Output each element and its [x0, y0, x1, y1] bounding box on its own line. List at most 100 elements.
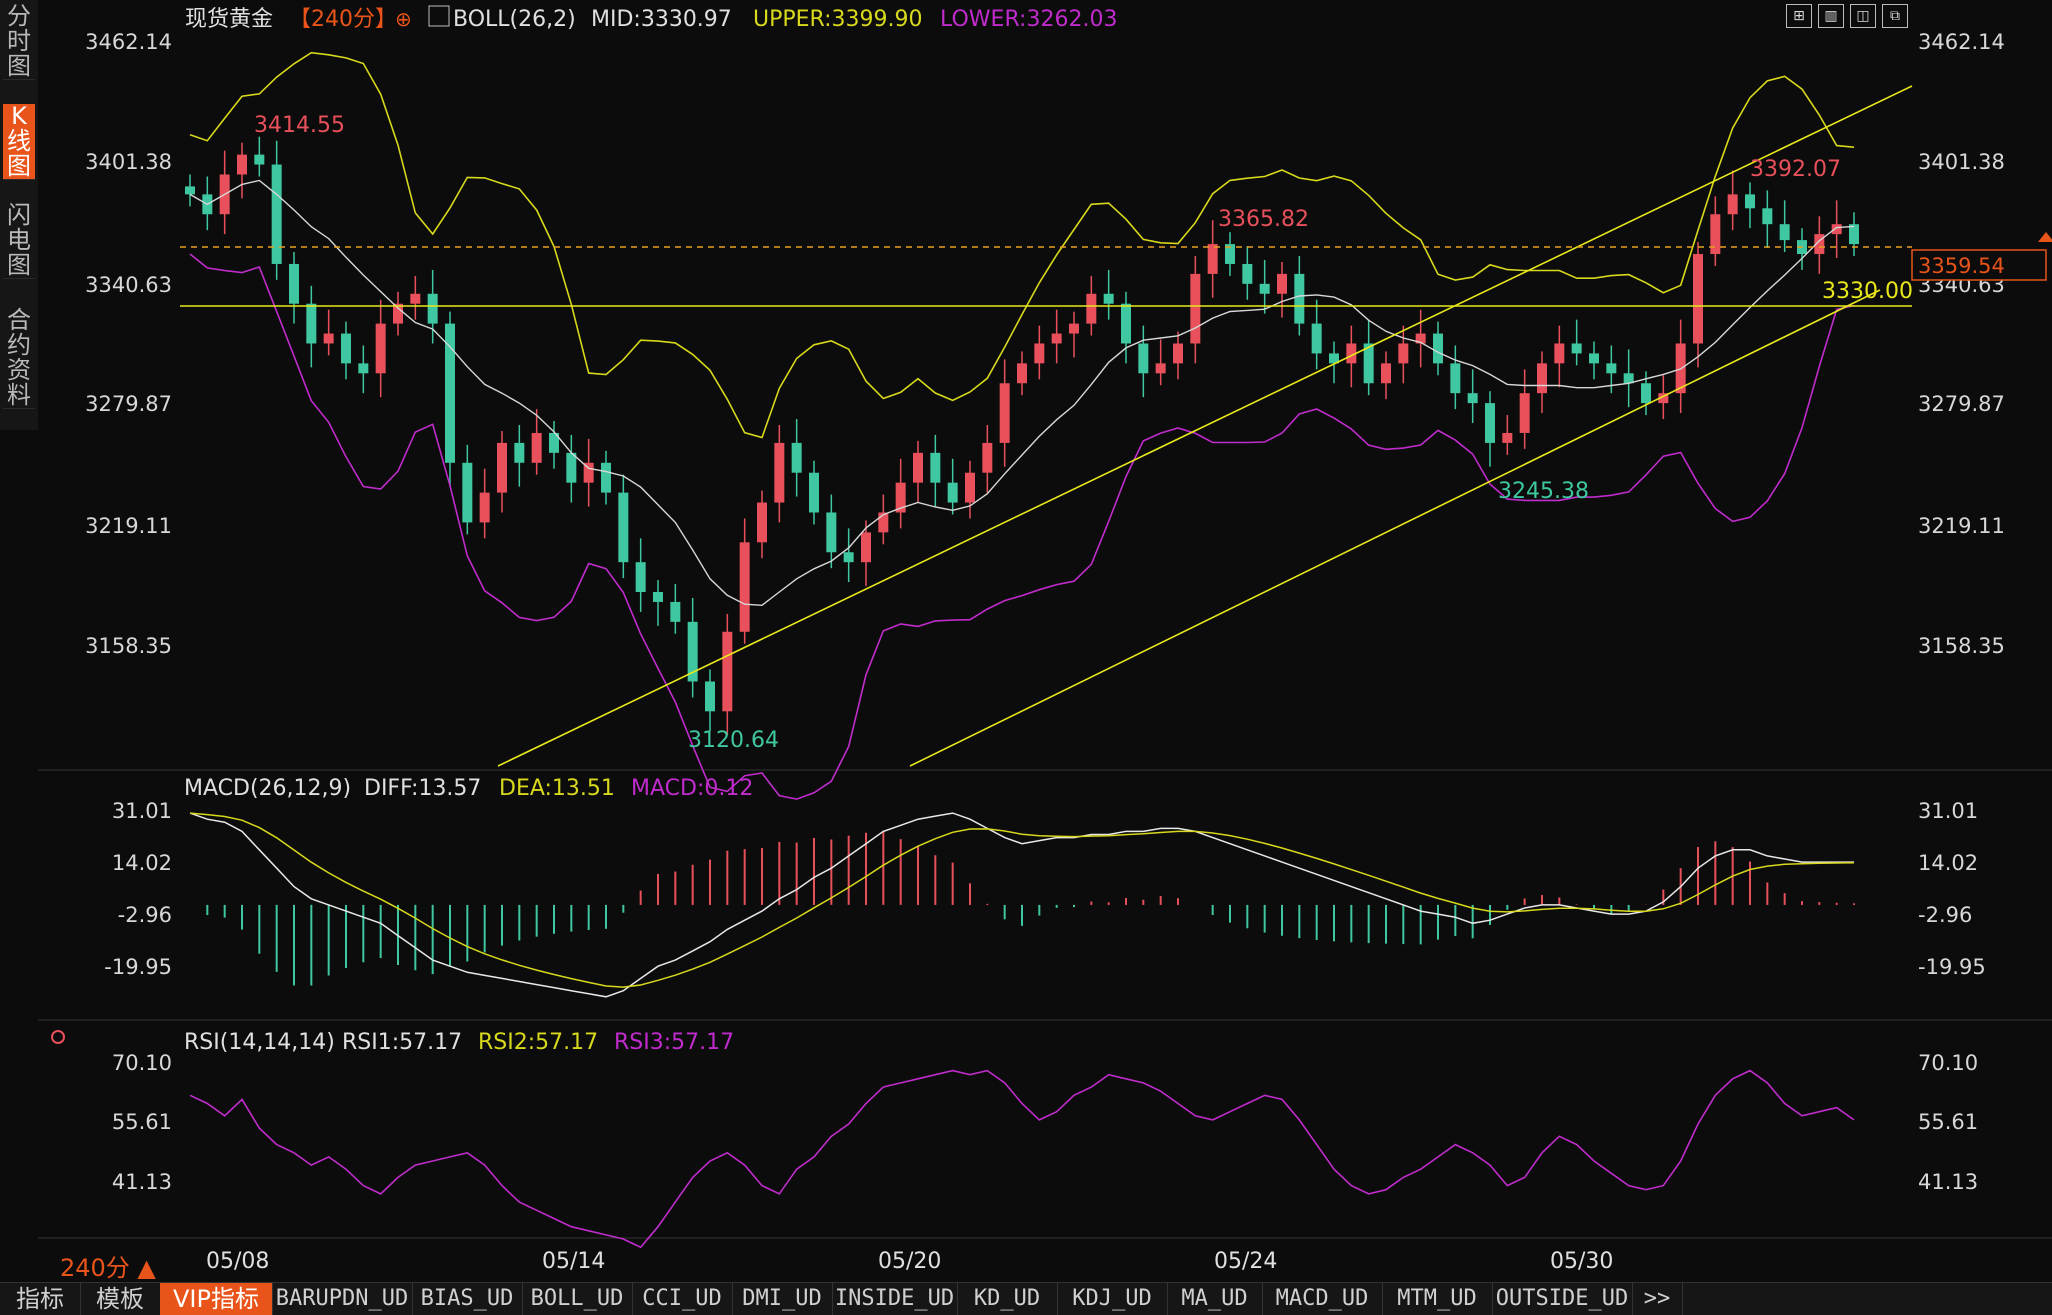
candle-body [601, 462, 611, 493]
candle-body [1658, 393, 1669, 404]
indicator-tab-4[interactable]: BIAS_UD [412, 1283, 523, 1315]
side-tab-strip: 分 时 图 K 线 图闪 电 图合 约 资 料 [0, 0, 38, 430]
candle-body [670, 601, 681, 622]
candle-body [1849, 224, 1859, 245]
grid-icon[interactable]: ⊞ [1786, 4, 1812, 28]
indicator-tab-5[interactable]: BOLL_UD [522, 1283, 633, 1315]
indicator-tab-0[interactable]: 指标 [0, 1283, 81, 1315]
indicator-tab-15[interactable]: >> [1632, 1283, 1683, 1315]
candle-body [306, 303, 317, 344]
candle-body [1433, 333, 1443, 364]
candle-body [1710, 214, 1721, 255]
candle-body [1606, 363, 1617, 374]
symbol-label: 现货黄金 [185, 7, 273, 32]
candle-body [1086, 293, 1097, 324]
chart-icon[interactable]: ◫ [1850, 4, 1876, 28]
trendline-upper [497, 85, 1913, 767]
candle-body [497, 442, 507, 493]
side-tab-1[interactable]: K 线 图 [3, 104, 35, 180]
indicator-tab-1[interactable]: 模板 [80, 1283, 161, 1315]
macd-hist-value: MACD:0.12 [631, 776, 753, 801]
macd-tick-left: 14.02 [112, 851, 172, 875]
indicator-tab-10[interactable]: KDJ_UD [1057, 1283, 1168, 1315]
candle-body [1311, 323, 1322, 354]
candle-body [1190, 273, 1201, 344]
current-price-value: 3359.54 [1918, 254, 2005, 278]
candle-body [1242, 263, 1253, 284]
rsi-tick-left: 55.61 [112, 1110, 172, 1134]
macd-tick-left: -19.95 [104, 955, 172, 979]
rsi-tick-left: 41.13 [112, 1170, 172, 1194]
indicator-tab-3[interactable]: BARUPDN_UD [272, 1283, 413, 1315]
candle-body [1069, 323, 1079, 334]
candle-body [514, 442, 525, 463]
rsi1-value: RSI1:57.17 [342, 1030, 462, 1055]
side-tab-3[interactable]: 合 约 资 料 [3, 308, 35, 409]
indicator-tab-13[interactable]: MTM_UD [1382, 1283, 1493, 1315]
candle-body [895, 482, 906, 513]
lower-value: LOWER:3262.03 [940, 7, 1117, 32]
rsi-tick-right: 41.13 [1918, 1170, 1978, 1194]
side-tab-0[interactable]: 分 时 图 [3, 4, 35, 80]
bars-icon[interactable]: ▥ [1818, 4, 1844, 28]
candle-body [1329, 353, 1339, 364]
candle-body [393, 303, 403, 324]
candle-body [1727, 194, 1738, 215]
candle-body [653, 592, 663, 602]
candle-body [1138, 343, 1149, 374]
candle-body [1519, 393, 1530, 433]
period-label[interactable]: 240分 ▲ [60, 1254, 156, 1282]
popout-icon[interactable]: ⧉ [1882, 4, 1908, 28]
candle-body [1502, 432, 1513, 443]
candle-body [1207, 244, 1218, 274]
candle-body [583, 462, 594, 483]
candle-body [462, 462, 473, 523]
indicator-tab-9[interactable]: KD_UD [957, 1283, 1058, 1315]
indicator-tab-12[interactable]: MACD_UD [1262, 1283, 1383, 1315]
candle-body [1103, 293, 1114, 304]
price-tick-right: 3219.11 [1918, 514, 2005, 538]
candle-body [445, 323, 455, 463]
period-tag: 【240分】 [289, 7, 397, 32]
mid-value: MID:3330.97 [591, 7, 732, 32]
macd-dea-line [189, 812, 1855, 988]
indicator-tab-8[interactable]: INSIDE_UD [832, 1283, 958, 1315]
upper-value: UPPER:3399.90 [753, 7, 923, 32]
indicator-tab-14[interactable]: OUTSIDE_UD [1492, 1283, 1633, 1315]
indicator-tab-7[interactable]: DMI_UD [732, 1283, 833, 1315]
side-tab-2[interactable]: 闪 电 图 [3, 203, 35, 279]
candle-body [185, 186, 195, 195]
candle-body [1277, 273, 1287, 294]
date-tick: 05/24 [1214, 1249, 1277, 1274]
rsi-settings-icon [51, 1030, 65, 1044]
indicator-tab-11[interactable]: MA_UD [1167, 1283, 1263, 1315]
candle-body [271, 164, 282, 264]
candle-body [1762, 208, 1773, 225]
candle-body [1398, 343, 1409, 364]
candle-body [1693, 254, 1703, 344]
low-annotation: 3120.64 [688, 728, 779, 753]
macd-tick-left: 31.01 [112, 799, 172, 823]
candle-body [913, 452, 923, 483]
rsi-tick-left: 70.10 [112, 1051, 172, 1075]
candle-body [254, 154, 265, 165]
candle-body [1034, 343, 1045, 364]
candle-body [358, 363, 369, 374]
candle-body [757, 502, 767, 543]
candle-body [1381, 363, 1391, 384]
candle-body [861, 532, 871, 563]
current-price-box [1911, 249, 2047, 281]
boll-lower-line [189, 253, 1855, 800]
macd-histogram [206, 830, 1855, 986]
candle-body [289, 263, 299, 304]
candle-body [965, 472, 975, 503]
indicator-tab-2[interactable]: VIP指标 [160, 1283, 273, 1315]
chart-toolbar: ⊞ ▥ ◫ ⧉ [1786, 4, 1908, 30]
price-tick-right: 3158.35 [1918, 634, 2005, 658]
indicator-tab-6[interactable]: CCI_UD [632, 1283, 733, 1315]
macd-title: MACD(26,12,9) [184, 776, 351, 801]
macd-tick-right: 31.01 [1918, 799, 1978, 823]
candle-body [826, 512, 837, 553]
candle-body [878, 512, 889, 533]
